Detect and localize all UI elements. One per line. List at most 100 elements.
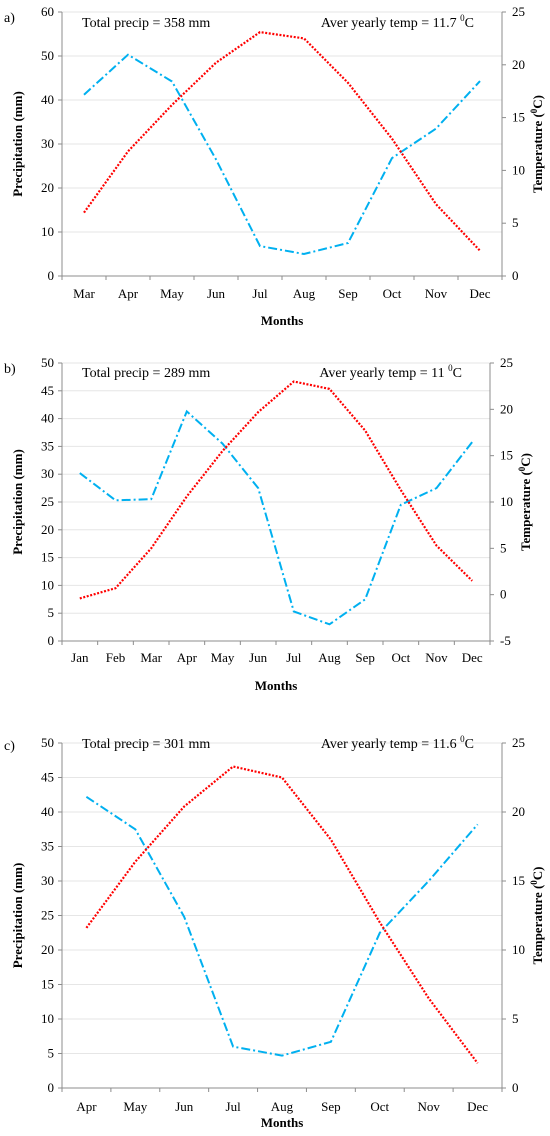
y-tick-label: 60 (41, 4, 54, 19)
x-tick-label: Jul (252, 286, 268, 301)
x-tick-label: Jun (207, 286, 226, 301)
x-tick-label: Jul (286, 650, 302, 665)
y-tick-label: 15 (41, 977, 54, 992)
x-tick-label: Nov (425, 650, 448, 665)
climate-chart-a: 0 10 20 30 40 50 60 0 5 10 15 20 25 Mar Apr May Jun Jul Au… (4, 4, 545, 328)
x-tick-label: Apr (118, 286, 139, 301)
x-tick-label: Dec (470, 286, 491, 301)
y-tick-label: 15 (41, 550, 54, 565)
y2-tick-label: 25 (512, 735, 525, 750)
y2-tick-label: 15 (500, 448, 513, 463)
y-tick-label: 45 (41, 383, 54, 398)
panel-label: c) (4, 739, 15, 754)
y2-tick-label: 10 (500, 494, 513, 509)
y2-tick-label: 5 (500, 540, 507, 555)
y-axis-title: Precipitation (mm) (10, 449, 25, 555)
y-tick-label: 35 (41, 839, 54, 854)
y2-tick-label: 15 (512, 110, 525, 125)
precipitation-series-line (85, 795, 479, 1057)
x-tick-label: Jun (175, 1099, 194, 1114)
x-axis-title: Months (261, 313, 304, 328)
total-precip-annotation: Total precip = 358 mm (82, 16, 210, 31)
y2-tick-label: -5 (500, 633, 511, 648)
y-tick-label: 20 (41, 522, 54, 537)
y-tick-label: 50 (41, 735, 54, 750)
temperature-series-line (83, 30, 481, 252)
y-tick-label: 0 (48, 268, 55, 283)
x-tick-label: Feb (106, 650, 126, 665)
precipitation-series-line (83, 53, 481, 256)
y-tick-label: 40 (41, 804, 54, 819)
y-tick-label: 10 (41, 577, 54, 592)
y-tick-label: 0 (48, 633, 55, 648)
y2-tick-label: 10 (512, 162, 525, 177)
x-tick-label: Oct (391, 650, 410, 665)
y-tick-label: 30 (41, 466, 54, 481)
avg-temp-annotation: Aver yearly temp = 11.7 0C (321, 13, 474, 31)
x-tick-label: Sep (321, 1099, 341, 1114)
x-tick-label: Nov (417, 1099, 440, 1114)
y-axis-title: Precipitation (mm) (10, 91, 25, 197)
y2-axis-title: Temperature (0C) (517, 453, 533, 551)
x-tick-label: Sep (355, 650, 375, 665)
y-axis-title: Precipitation (mm) (10, 863, 25, 969)
y2-tick-label: 20 (512, 57, 525, 72)
x-tick-label: Sep (338, 286, 358, 301)
y-tick-label: 10 (41, 1011, 54, 1026)
y2-axis-title: Temperature (0C) (529, 95, 545, 193)
x-tick-label: Jun (249, 650, 268, 665)
y-tick-label: 25 (41, 908, 54, 923)
x-tick-label: Apr (177, 650, 198, 665)
y2-tick-label: 15 (512, 873, 525, 888)
x-tick-label: Oct (370, 1099, 389, 1114)
x-tick-label: Aug (318, 650, 341, 665)
total-precip-annotation: Total precip = 289 mm (82, 366, 210, 381)
x-tick-label: Nov (425, 286, 448, 301)
x-axis-title: Months (255, 678, 298, 693)
avg-temp-annotation: Aver yearly temp = 11 0C (319, 363, 462, 381)
y2-tick-label: 0 (512, 268, 519, 283)
climate-chart-b: 0 5 10 15 20 25 30 35 40 45 50 -5 0 5 10 15 20 25 Jan Feb Ma… (4, 355, 533, 693)
x-tick-label: Mar (140, 650, 162, 665)
y2-tick-label: 25 (512, 4, 525, 19)
y2-tick-label: 5 (512, 1011, 519, 1026)
y-tick-label: 30 (41, 136, 54, 151)
precipitation-series-line (79, 409, 473, 626)
y-tick-label: 35 (41, 438, 54, 453)
panel-label: b) (4, 362, 16, 377)
y2-tick-label: 25 (500, 355, 513, 370)
y2-tick-label: 0 (512, 1080, 519, 1095)
x-tick-label: May (160, 286, 184, 301)
y-tick-label: 5 (48, 605, 55, 620)
total-precip-annotation: Total precip = 301 mm (82, 737, 210, 752)
y-tick-label: 50 (41, 355, 54, 370)
y2-tick-label: 20 (512, 804, 525, 819)
y-tick-label: 0 (48, 1080, 55, 1095)
temperature-series-line (79, 380, 473, 600)
x-tick-label: May (123, 1099, 147, 1114)
y-tick-label: 10 (41, 224, 54, 239)
y-tick-label: 50 (41, 48, 54, 63)
y-tick-label: 45 (41, 770, 54, 785)
x-tick-label: Jan (71, 650, 89, 665)
y2-tick-label: 20 (500, 401, 513, 416)
x-tick-label: Oct (383, 286, 402, 301)
y2-tick-label: 0 (500, 587, 507, 602)
x-tick-label: Aug (271, 1099, 294, 1114)
avg-temp-annotation: Aver yearly temp = 11.6 0C (321, 734, 474, 752)
x-tick-label: Dec (462, 650, 483, 665)
panel-label: a) (4, 11, 15, 26)
x-tick-label: May (211, 650, 235, 665)
y2-tick-label: 5 (512, 215, 519, 230)
y-tick-label: 40 (41, 92, 54, 107)
y2-tick-label: 10 (512, 942, 525, 957)
x-tick-label: Dec (467, 1099, 488, 1114)
x-tick-label: Jul (226, 1099, 242, 1114)
temperature-series-line (85, 765, 479, 1064)
x-tick-label: Apr (76, 1099, 97, 1114)
y-tick-label: 40 (41, 411, 54, 426)
x-tick-label: Mar (73, 286, 95, 301)
y-tick-label: 20 (41, 180, 54, 195)
x-tick-label: Aug (293, 286, 316, 301)
